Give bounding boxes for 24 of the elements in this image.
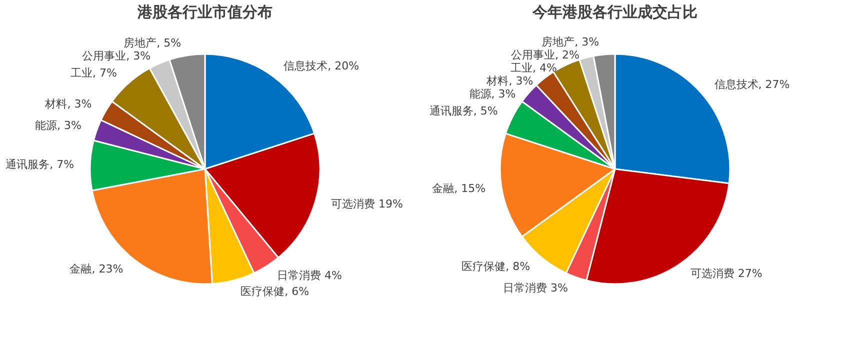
slice-label: 工业, 7% xyxy=(70,66,118,80)
chart-title: 港股各行业市值分布 xyxy=(136,3,272,21)
slice-label: 房地产, 5% xyxy=(124,36,182,50)
slice-label: 日常消费 4% xyxy=(277,269,342,282)
slice-label: 公用事业, 3% xyxy=(82,50,151,63)
slice-label: 房地产, 3% xyxy=(542,36,600,49)
slice-label: 通讯服务, 5% xyxy=(429,104,498,118)
slice-label: 医疗保健, 6% xyxy=(240,285,310,298)
slice-label: 材料, 3% xyxy=(486,74,534,88)
slice-label: 可选消费 27% xyxy=(690,267,762,280)
slice-label: 通讯服务, 7% xyxy=(6,158,74,172)
slice-label: 金融, 15% xyxy=(432,182,486,195)
slice-label: 信息技术, 27% xyxy=(714,78,790,92)
slice-label: 材料, 3% xyxy=(44,97,92,110)
slice-label: 能源, 3% xyxy=(469,88,516,101)
slice-label: 信息技术, 20% xyxy=(284,59,360,72)
chart-title: 今年港股各行业成交占比 xyxy=(532,3,698,21)
slice-label: 医疗保健, 8% xyxy=(462,260,530,273)
slice-label: 能源, 3% xyxy=(35,118,82,132)
slice-label: 可选消费 19% xyxy=(330,197,403,210)
slice-label: 工业, 4% xyxy=(510,62,557,75)
slice-label: 日常消费 3% xyxy=(503,281,568,294)
slice-label: 金融, 23% xyxy=(70,262,124,276)
slice-label: 公用事业, 2% xyxy=(510,48,580,62)
